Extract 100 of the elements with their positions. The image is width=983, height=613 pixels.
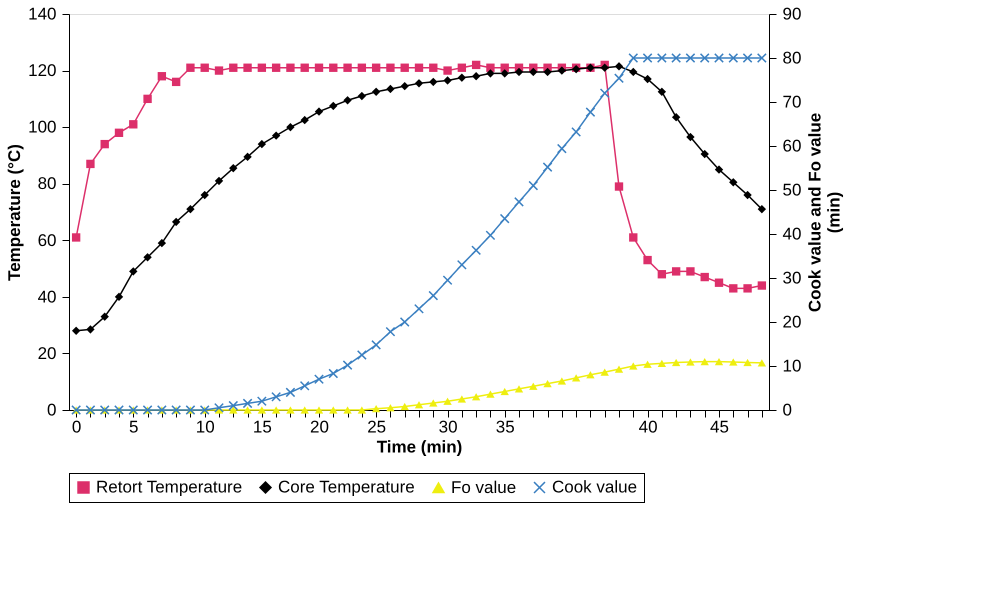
point [400, 64, 409, 72]
x-tick-label: 30 [438, 418, 458, 436]
y2-tick-label: 30 [782, 268, 802, 288]
point [743, 284, 752, 293]
x-tick-label: 15 [252, 418, 272, 436]
x-tick-label: 20 [310, 418, 329, 436]
point [642, 53, 653, 63]
point [272, 406, 280, 414]
point [114, 292, 124, 302]
point [143, 94, 152, 104]
point [429, 399, 438, 407]
legend-label: Cook value [552, 478, 638, 497]
point [86, 160, 95, 168]
y-tick-label: 80 [38, 174, 56, 194]
point [100, 312, 109, 321]
point [386, 84, 395, 94]
point [343, 406, 352, 414]
point [229, 64, 238, 72]
point [614, 73, 624, 84]
point [471, 245, 482, 256]
point [700, 53, 710, 63]
point [714, 165, 724, 174]
point [643, 74, 652, 84]
point [186, 204, 195, 214]
point [400, 82, 409, 90]
point [186, 64, 195, 72]
point [343, 64, 352, 72]
point [414, 79, 424, 88]
point [629, 68, 638, 76]
point [543, 380, 552, 388]
y-axis-title: Temperature (°C) [5, 144, 24, 281]
point [528, 180, 538, 191]
point [329, 406, 338, 414]
point [700, 358, 709, 366]
point [529, 68, 538, 76]
point [443, 76, 452, 85]
point [714, 278, 724, 287]
point [729, 284, 738, 293]
point [386, 64, 395, 72]
point [72, 233, 80, 242]
point [629, 362, 638, 370]
point [672, 358, 680, 366]
point [214, 402, 224, 413]
point [300, 406, 309, 414]
y-tick-label: 100 [28, 118, 56, 137]
x-tick-label: 35 [496, 418, 515, 436]
y2-tick-label: 20 [782, 312, 802, 332]
y2-tick-label: 60 [782, 136, 802, 156]
x-tick-label: 0 [72, 418, 82, 436]
point [514, 196, 524, 207]
point [314, 374, 324, 384]
y2-tick-label: 40 [782, 224, 802, 244]
point [442, 275, 453, 286]
point [329, 102, 338, 110]
point [558, 66, 566, 75]
point [658, 88, 666, 96]
point [614, 182, 624, 191]
point [756, 53, 767, 63]
point [700, 150, 709, 158]
point [714, 358, 724, 366]
y-tick-label: 140 [28, 4, 56, 24]
point [500, 69, 509, 78]
point [386, 404, 395, 412]
point [229, 406, 238, 414]
point [572, 374, 580, 382]
point [429, 78, 438, 86]
y2-tick-label: 70 [782, 92, 802, 112]
point [300, 64, 309, 72]
point [243, 406, 252, 414]
point [258, 406, 266, 414]
point [686, 267, 695, 276]
point [214, 176, 224, 186]
point [385, 326, 396, 337]
x-tick-label: 40 [638, 418, 658, 436]
point [286, 122, 295, 132]
point [500, 214, 510, 224]
point [271, 392, 282, 402]
point [643, 256, 652, 264]
point [285, 387, 296, 398]
point [314, 107, 324, 116]
point [643, 360, 652, 368]
point [742, 53, 753, 63]
x-tick-label: 10 [196, 418, 215, 436]
point [614, 365, 624, 373]
point [256, 396, 267, 406]
point [586, 371, 595, 378]
point [372, 88, 380, 96]
x-tick-label: 25 [367, 418, 386, 436]
point [543, 68, 552, 76]
point [143, 253, 152, 262]
point [358, 64, 366, 72]
point [758, 281, 766, 290]
point [686, 358, 695, 366]
point [658, 360, 666, 367]
point [672, 113, 680, 122]
point [243, 152, 252, 162]
point [472, 60, 480, 70]
point [200, 64, 209, 72]
point [114, 128, 124, 137]
point [414, 304, 424, 314]
